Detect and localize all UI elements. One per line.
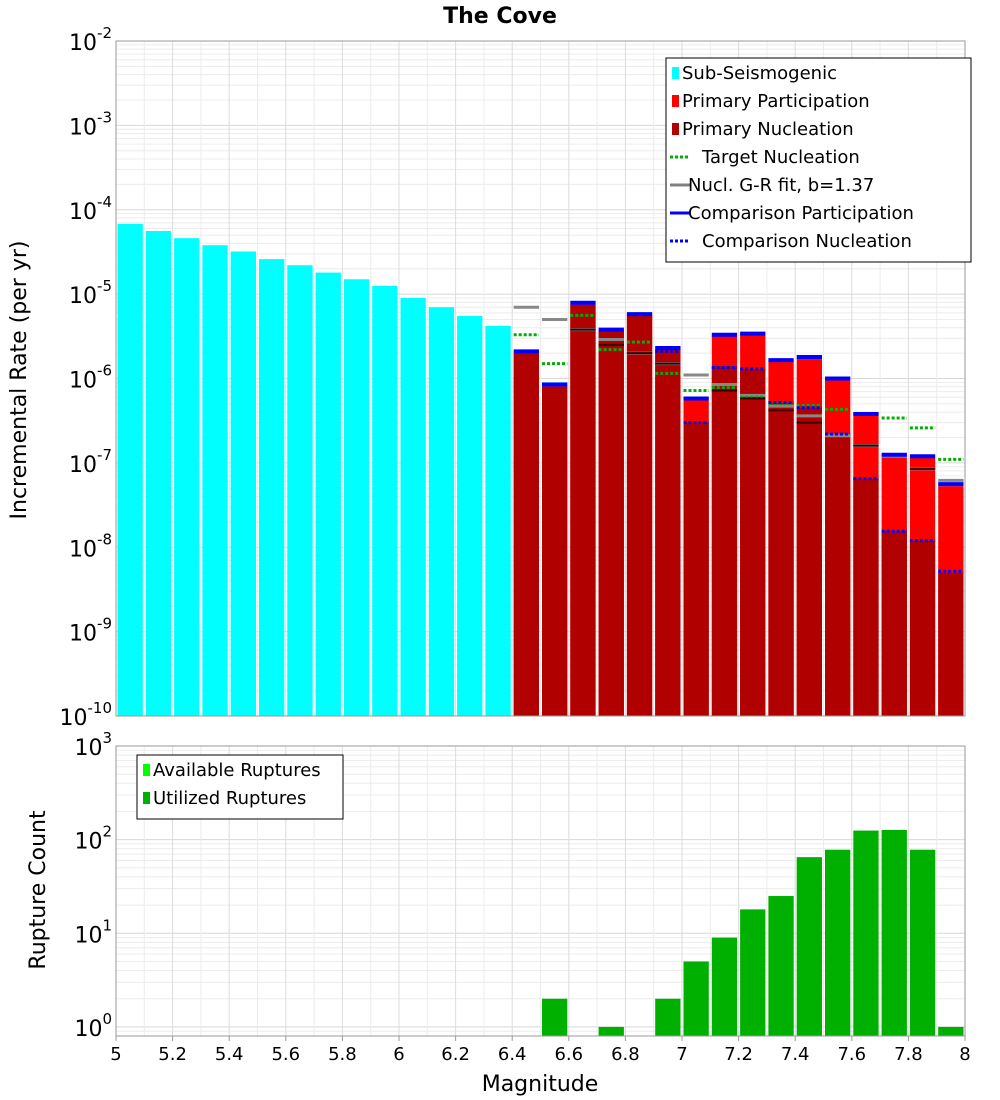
top-legend-swatch — [672, 95, 679, 107]
top-legend-swatch — [672, 123, 679, 135]
sub-seismogenic-bar — [259, 259, 285, 716]
primary-nucleation-bar — [909, 540, 936, 716]
top-y-tick-label: 10-3 — [69, 108, 112, 140]
x-tick-label: 6.6 — [554, 1044, 583, 1065]
sub-seismogenic-bar — [145, 230, 172, 716]
sub-seismogenic-bar — [343, 279, 370, 716]
top-y-tick-label: 10-5 — [69, 277, 112, 309]
sub-seismogenic-bar — [400, 297, 426, 716]
x-tick-label: 8 — [959, 1044, 970, 1065]
utilized-ruptures-bar — [909, 849, 936, 1036]
utilized-ruptures-bar — [740, 909, 766, 1036]
x-tick-label: 7 — [676, 1044, 687, 1065]
bottom-y-tick-label: 100 — [74, 1010, 112, 1042]
sub-seismogenic-bar — [372, 285, 398, 716]
top-legend-label: Comparison Nucleation — [702, 231, 912, 252]
utilized-ruptures-bar — [796, 857, 822, 1036]
primary-nucleation-bar — [711, 366, 738, 716]
top-legend-label: Primary Nucleation — [682, 119, 854, 140]
x-tick-label: 5.8 — [328, 1044, 357, 1065]
bottom-legend-label: Available Ruptures — [153, 760, 321, 781]
sub-seismogenic-bar — [230, 251, 256, 716]
sub-seismogenic-bar — [457, 316, 483, 716]
sub-seismogenic-bar — [174, 238, 200, 716]
top-legend-swatch — [672, 67, 679, 79]
bottom-legend-swatch — [143, 764, 150, 776]
top-legend-label: Nucl. G-R fit, b=1.37 — [688, 175, 874, 196]
x-tick-label: 5.2 — [158, 1044, 187, 1065]
bottom-y-tick-label: 101 — [74, 916, 112, 948]
primary-nucleation-bar — [598, 330, 624, 716]
x-tick-label: 5.4 — [215, 1044, 244, 1065]
primary-nucleation-bar — [796, 407, 822, 716]
top-y-tick-label: 10-9 — [69, 615, 112, 647]
x-tick-label: 6.2 — [441, 1044, 470, 1065]
sub-seismogenic-bar — [287, 265, 313, 716]
utilized-ruptures-bar — [881, 829, 907, 1036]
sub-seismogenic-bar — [315, 272, 341, 716]
primary-nucleation-bar — [768, 403, 794, 716]
utilized-ruptures-bar — [938, 1026, 964, 1036]
utilized-ruptures-bar — [542, 998, 568, 1036]
x-tick-label: 7.6 — [837, 1044, 866, 1065]
utilized-ruptures-bar — [853, 830, 879, 1036]
primary-nucleation-bar — [626, 315, 653, 716]
top-legend-box — [665, 57, 972, 263]
sub-seismogenic-bar — [485, 325, 511, 716]
bottom-y-axis-label: Rupture Count — [26, 810, 51, 970]
primary-nucleation-bar — [542, 386, 568, 716]
top-legend-label: Primary Participation — [682, 91, 870, 112]
x-tick-label: 7.2 — [724, 1044, 753, 1065]
top-y-tick-label: 10-4 — [69, 193, 112, 225]
bottom-legend-swatch — [143, 792, 150, 804]
bottom-y-tick-label: 103 — [74, 729, 112, 761]
bottom-y-tick-label: 102 — [74, 823, 112, 855]
x-tick-label: 6.8 — [611, 1044, 640, 1065]
top-y-tick-label: 10-8 — [69, 530, 112, 562]
top-y-tick-label: 10-6 — [69, 362, 112, 394]
utilized-ruptures-bar — [768, 896, 794, 1036]
top-plot-frame — [115, 40, 966, 717]
top-y-axis-label: Incremental Rate (per yr) — [7, 241, 32, 520]
top-legend-label: Comparison Participation — [688, 203, 914, 224]
top-y-tick-label: 10-2 — [69, 24, 112, 56]
utilized-ruptures-bar — [711, 937, 738, 1036]
primary-nucleation-bar — [513, 353, 539, 716]
sub-seismogenic-bar — [428, 307, 455, 716]
x-tick-label: 7.8 — [894, 1044, 923, 1065]
utilized-ruptures-bar — [683, 961, 709, 1036]
primary-nucleation-bar — [655, 349, 681, 716]
bottom-legend-label: Utilized Ruptures — [153, 788, 306, 809]
utilized-ruptures-bar — [655, 998, 681, 1036]
primary-nucleation-bar — [825, 433, 851, 716]
x-tick-label: 7.4 — [781, 1044, 810, 1065]
primary-nucleation-bar — [853, 478, 879, 716]
utilized-ruptures-bar — [598, 1026, 624, 1036]
primary-nucleation-bar — [740, 368, 766, 716]
bottom-plot-frame — [115, 745, 966, 1037]
sub-seismogenic-bar — [117, 223, 143, 716]
primary-nucleation-bar — [570, 304, 596, 716]
x-tick-label: 6 — [393, 1044, 404, 1065]
primary-nucleation-bar — [683, 422, 709, 716]
chart-title: The Cove — [443, 4, 557, 29]
sub-seismogenic-bar — [202, 245, 228, 717]
utilized-ruptures-bar — [825, 849, 851, 1036]
x-axis-label: Magnitude — [482, 1072, 599, 1097]
primary-nucleation-bar — [938, 572, 964, 716]
top-legend-label: Target Nucleation — [701, 147, 860, 168]
x-tick-label: 6.4 — [498, 1044, 527, 1065]
top-legend-label: Sub-Seismogenic — [682, 63, 837, 84]
bottom-legend-box — [136, 754, 344, 820]
x-tick-label: 5.6 — [271, 1044, 300, 1065]
x-tick-label: 5 — [110, 1044, 121, 1065]
primary-nucleation-bar — [881, 531, 907, 716]
top-y-tick-label: 10-7 — [69, 446, 112, 478]
top-y-tick-label: 10-10 — [60, 699, 113, 731]
